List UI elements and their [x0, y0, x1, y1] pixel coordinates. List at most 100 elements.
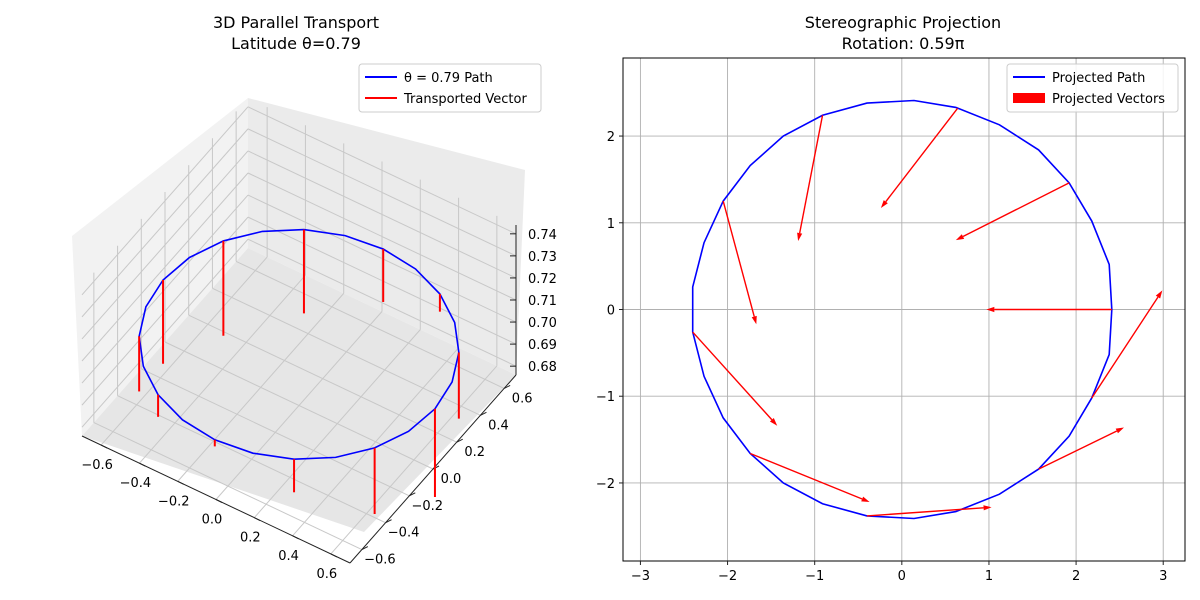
- grid-backright-z: [247, 128, 517, 257]
- grid-backright-z: [247, 194, 517, 323]
- grid-backleft-z: [81, 172, 249, 362]
- grid-floor-y: [117, 395, 386, 524]
- left-chart-title: 3D Parallel Transport: [213, 13, 379, 32]
- projected-vector-shaft: [885, 107, 959, 203]
- right-chart-subtitle: Rotation: 0.59π: [842, 34, 965, 53]
- z-tick-label: 0.69: [528, 338, 557, 353]
- pane-back-right: [248, 98, 525, 375]
- y-tick-label: −1: [596, 390, 615, 405]
- x-tick-label: −0.4: [120, 476, 152, 491]
- y-tick-label: 0.4: [488, 418, 509, 433]
- 2d-vector-series: [692, 107, 1163, 517]
- pane-back-left: [72, 98, 248, 436]
- projected-vector: [722, 200, 757, 325]
- projected-vector-shaft: [692, 331, 773, 421]
- grid-backright-z: [247, 172, 517, 301]
- grid-floor-y: [141, 368, 410, 497]
- y-tick-label: 0.2: [464, 445, 485, 460]
- z-tick-label: 0.70: [528, 316, 557, 331]
- projected-vector-shaft: [1038, 430, 1118, 470]
- projected-vector-shaft: [962, 182, 1070, 238]
- projected-vector-head: [769, 418, 778, 426]
- 2d-path-series: [691, 99, 1113, 520]
- 3d-axis-lines: [81, 225, 517, 564]
- 3d-vector-series: [138, 229, 460, 515]
- x-tick-label: 0: [898, 569, 906, 584]
- y-tick-label: −0.4: [388, 526, 420, 541]
- legend-label-vector: Transported Vector: [403, 92, 527, 107]
- projected-vector: [955, 182, 1070, 241]
- projected-vector-head: [1115, 427, 1125, 434]
- x-tick-label: −1: [805, 569, 824, 584]
- grid-backright-z: [247, 238, 517, 367]
- grid-floor-y: [164, 341, 434, 470]
- grid-backleft-z: [81, 238, 249, 428]
- projected-path-line: [691, 99, 1113, 520]
- projected-vector-shaft: [866, 507, 984, 517]
- projected-vector-head: [797, 232, 803, 241]
- pane-floor: [82, 248, 516, 532]
- projected-vector-shaft: [1091, 296, 1159, 399]
- projected-vector: [866, 505, 992, 517]
- projected-vector: [1091, 290, 1163, 399]
- z-tick-label: 0.71: [528, 294, 557, 309]
- projected-vector-head: [751, 315, 757, 325]
- grid-backleft-z: [81, 216, 249, 406]
- left-legend-box: [358, 63, 542, 113]
- x-tick-label: 0.4: [278, 549, 299, 564]
- y-tick-label: −2: [596, 477, 615, 492]
- projected-vector: [986, 306, 1112, 313]
- grid-floor-y: [93, 422, 363, 551]
- y-tick-label: 0.6: [512, 391, 533, 406]
- left-chart-subtitle: Latitude θ=0.79: [231, 34, 361, 53]
- projected-vector-shaft: [749, 452, 863, 500]
- grid-backright-z: [247, 150, 517, 279]
- y-axis-line: [349, 374, 517, 564]
- x-tick-label: −0.6: [81, 458, 113, 473]
- x-tick-label: −0.2: [158, 494, 190, 509]
- z-tick-label: 0.74: [528, 228, 557, 243]
- projected-vector: [797, 115, 824, 241]
- z-tick-label: 0.72: [528, 272, 557, 287]
- legend-swatch-projected-vectors: [1013, 93, 1045, 103]
- 3d-tick-labels: −0.6−0.4−0.20.00.20.40.6−0.6−0.4−0.20.00…: [81, 228, 557, 582]
- grid-backleft-z: [81, 150, 249, 340]
- projected-vector: [692, 331, 778, 426]
- grid-backright-z: [247, 216, 517, 345]
- projected-vector: [749, 452, 870, 503]
- y-tick-label: 0: [607, 304, 615, 319]
- x-tick-label: 3: [1159, 569, 1167, 584]
- grid-backleft-z: [81, 194, 249, 384]
- y-tick-label: 0.0: [441, 472, 462, 487]
- projected-vector: [1038, 427, 1125, 470]
- z-tick-label: 0.73: [528, 250, 557, 265]
- x-tick-label: 0.6: [317, 567, 338, 582]
- projected-vector-head: [955, 234, 965, 241]
- legend-label-path: θ = 0.79 Path: [404, 71, 493, 86]
- x-tick-label: −2: [718, 569, 737, 584]
- grid-floor-y: [188, 314, 457, 443]
- right-chart-title: Stereographic Projection: [805, 13, 1001, 32]
- legend-label-projected-path: Projected Path: [1052, 71, 1145, 86]
- grid-backright-z: [247, 106, 517, 235]
- right-legend: Projected Path Projected Vectors: [1006, 63, 1179, 113]
- x-tick-label: 0.2: [240, 531, 261, 546]
- projected-vector-head: [861, 496, 870, 503]
- x-tick-label: 1: [985, 569, 993, 584]
- projected-vector-head: [880, 200, 888, 209]
- right-2d-chart: Stereographic Projection Rotation: 0.59π…: [596, 13, 1186, 584]
- grid-backleft-z: [81, 106, 249, 296]
- x-tick-label: 0.0: [202, 513, 223, 528]
- legend-label-projected-vectors: Projected Vectors: [1052, 92, 1165, 107]
- projected-vector-head: [1155, 290, 1163, 299]
- y-tick-label: −0.6: [364, 553, 396, 568]
- grid-floor-y: [212, 287, 481, 416]
- grid-backleft-z: [81, 128, 249, 318]
- y-tick-label: 1: [607, 217, 615, 232]
- left-legend: θ = 0.79 Path Transported Vector: [358, 63, 542, 113]
- projected-vector-shaft: [722, 200, 755, 317]
- projected-vector: [880, 107, 959, 209]
- x-axis-line: [81, 435, 351, 564]
- y-tick-label: 2: [607, 130, 615, 145]
